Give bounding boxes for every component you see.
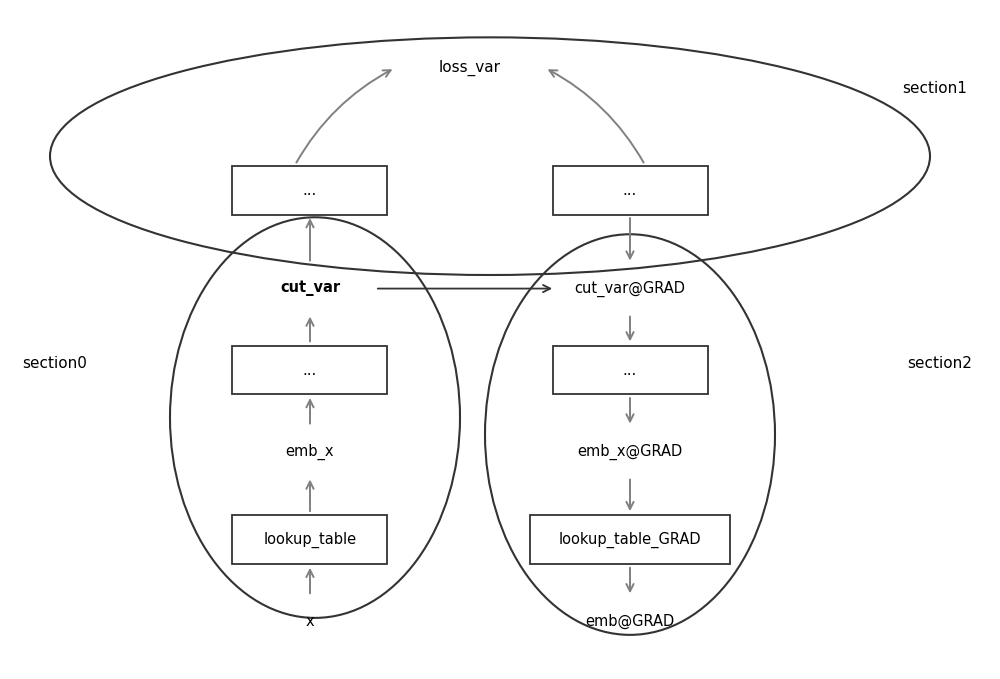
Text: section0: section0 [23,356,87,371]
Text: loss_var: loss_var [439,60,501,76]
Text: cut_var@GRAD: cut_var@GRAD [574,280,686,297]
Text: emb_x@GRAD: emb_x@GRAD [577,443,683,460]
FancyBboxPatch shape [232,515,387,564]
Text: cut_var: cut_var [280,281,340,296]
Text: ...: ... [623,183,637,198]
FancyBboxPatch shape [232,346,387,394]
Text: ...: ... [303,363,317,378]
Text: emb@GRAD: emb@GRAD [585,614,675,629]
FancyBboxPatch shape [232,166,387,215]
Text: section1: section1 [903,81,967,96]
FancyBboxPatch shape [552,166,708,215]
Text: ...: ... [623,363,637,378]
Text: section2: section2 [908,356,972,371]
Text: ...: ... [303,183,317,198]
FancyBboxPatch shape [552,346,708,394]
Text: lookup_table_GRAD: lookup_table_GRAD [559,532,701,548]
Text: lookup_table: lookup_table [263,532,357,548]
Text: emb_x: emb_x [286,443,334,460]
FancyBboxPatch shape [530,515,730,564]
Text: x: x [306,614,314,629]
